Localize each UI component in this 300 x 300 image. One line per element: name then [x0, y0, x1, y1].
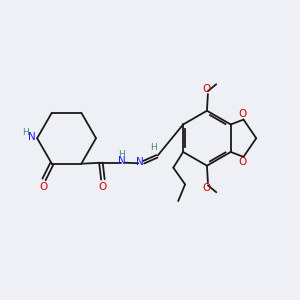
- Text: H: H: [22, 128, 29, 137]
- Text: N: N: [28, 132, 36, 142]
- Text: O: O: [203, 84, 211, 94]
- Text: O: O: [39, 182, 47, 192]
- Text: N: N: [118, 156, 125, 166]
- Text: H: H: [151, 142, 157, 152]
- Text: O: O: [239, 157, 247, 167]
- Text: O: O: [203, 183, 211, 193]
- Text: N: N: [136, 157, 144, 167]
- Text: O: O: [239, 109, 247, 119]
- Text: O: O: [99, 182, 107, 192]
- Text: H: H: [118, 150, 124, 159]
